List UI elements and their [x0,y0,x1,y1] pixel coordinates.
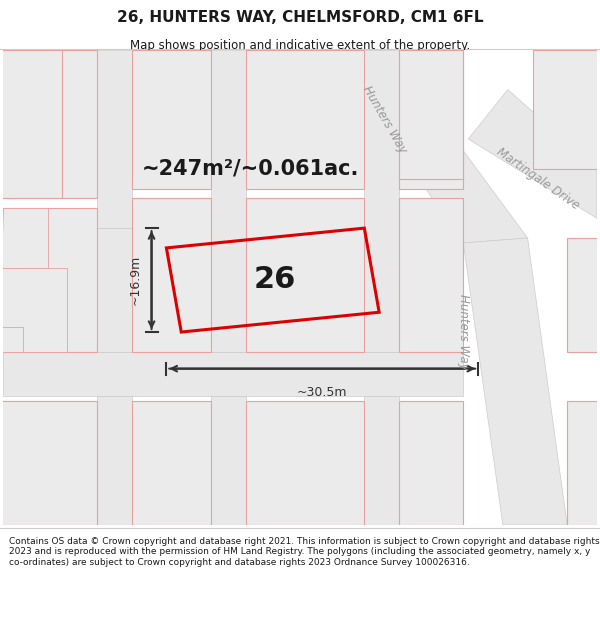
Text: Map shows position and indicative extent of the property.: Map shows position and indicative extent… [130,39,470,52]
Polygon shape [1,401,97,525]
Polygon shape [245,50,364,189]
Text: ~16.9m: ~16.9m [128,255,142,305]
Polygon shape [1,327,23,352]
Polygon shape [132,199,211,352]
Polygon shape [1,50,62,199]
Polygon shape [97,396,132,525]
Polygon shape [329,50,527,243]
Polygon shape [1,268,67,352]
Text: ~247m²/~0.061ac.: ~247m²/~0.061ac. [142,159,359,179]
Polygon shape [97,50,132,228]
Polygon shape [468,89,597,218]
Polygon shape [211,396,245,525]
Polygon shape [399,50,463,189]
Polygon shape [364,50,399,352]
Text: ~30.5m: ~30.5m [297,386,347,399]
Polygon shape [399,199,463,352]
Polygon shape [245,199,364,352]
Polygon shape [399,401,463,525]
Polygon shape [1,208,97,352]
Polygon shape [97,228,132,352]
Text: Contains OS data © Crown copyright and database right 2021. This information is : Contains OS data © Crown copyright and d… [9,537,599,567]
Polygon shape [399,50,463,179]
Text: 26: 26 [254,265,296,294]
Text: 26, HUNTERS WAY, CHELMSFORD, CM1 6FL: 26, HUNTERS WAY, CHELMSFORD, CM1 6FL [117,10,483,25]
Polygon shape [3,352,463,396]
Polygon shape [1,208,47,268]
Polygon shape [3,50,597,525]
Polygon shape [567,401,599,525]
Polygon shape [463,238,567,525]
Polygon shape [211,50,245,352]
Text: Hunters Way: Hunters Way [457,294,470,370]
Polygon shape [1,50,97,199]
Polygon shape [132,50,211,189]
Text: Martingale Drive: Martingale Drive [494,145,581,212]
Polygon shape [245,401,364,525]
Text: Hunters Way: Hunters Way [359,83,409,156]
Polygon shape [533,50,599,169]
Polygon shape [132,401,211,525]
Polygon shape [567,238,599,352]
Polygon shape [1,401,97,525]
Polygon shape [364,396,399,525]
